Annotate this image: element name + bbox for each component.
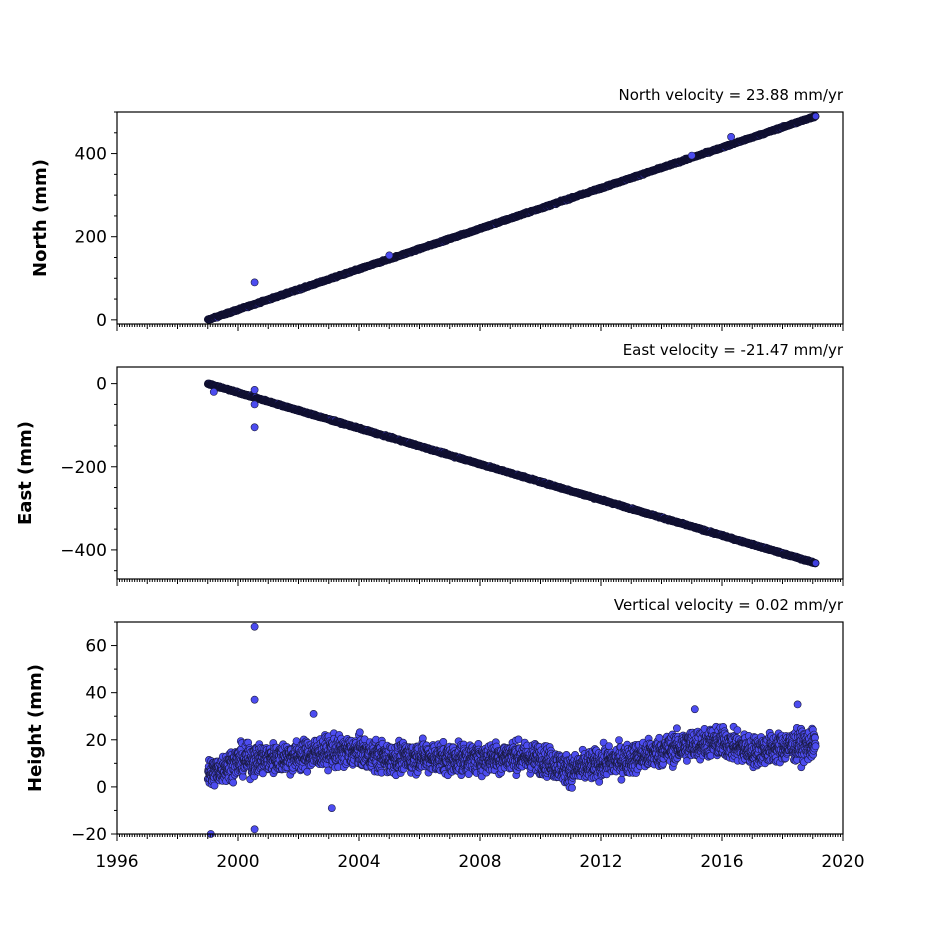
outlier-point <box>385 251 394 260</box>
east-panel: East velocity = -21.47 mm/yr East (mm) 0… <box>15 341 844 586</box>
outlier-point <box>250 278 259 287</box>
north-points <box>204 112 820 324</box>
north-panel: North velocity = 23.88 mm/yr North (mm) … <box>30 86 844 331</box>
north-velocity-label: North velocity = 23.88 mm/yr <box>619 86 844 104</box>
outlier-point <box>727 132 735 141</box>
y-tick-label: 0 <box>96 311 107 331</box>
y-tick-label: 400 <box>75 145 107 165</box>
north-ylabel: North (mm) <box>30 159 51 277</box>
y-tick-label: 200 <box>75 228 107 248</box>
east-points <box>204 379 820 568</box>
data-point <box>811 112 820 120</box>
north-y-ticks: 0 200 400 <box>75 111 117 331</box>
east-ylabel: East (mm) <box>15 421 36 525</box>
outlier-point <box>687 151 696 160</box>
east-velocity-label: East velocity = -21.47 mm/yr <box>623 341 844 359</box>
north-x-ticks <box>116 324 844 331</box>
